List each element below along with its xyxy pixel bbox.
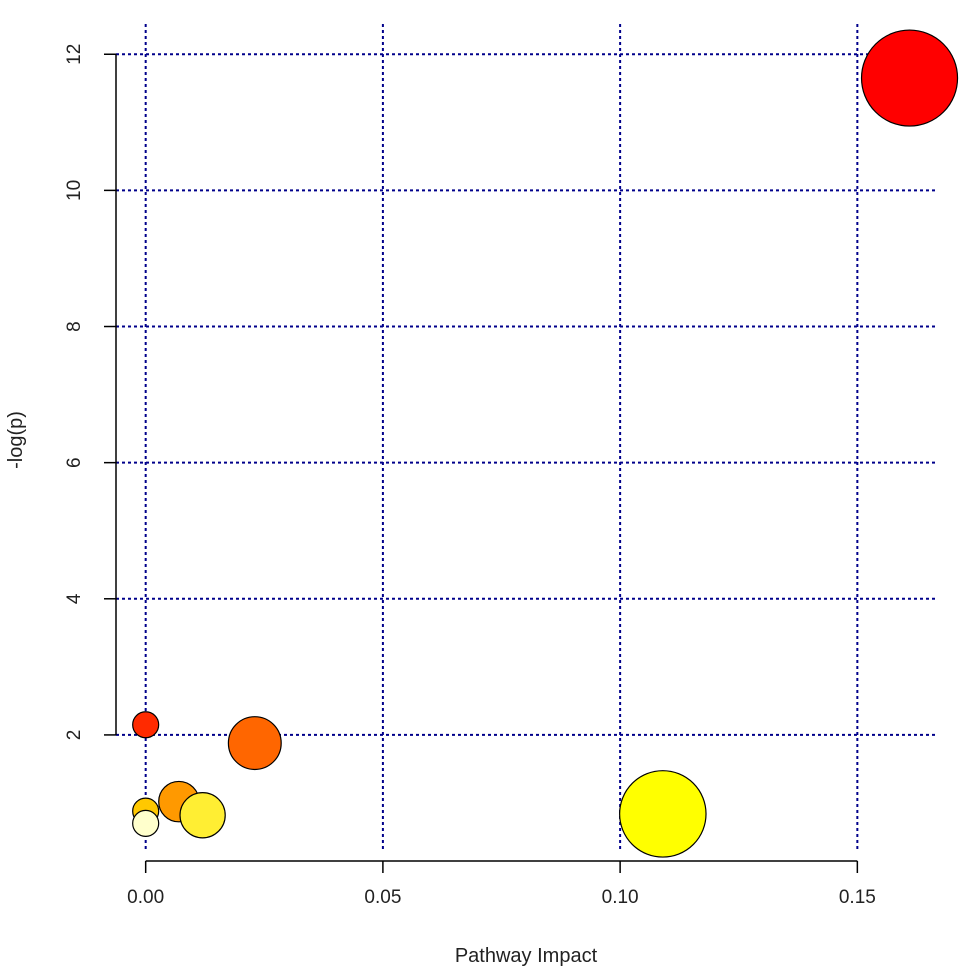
- data-point: [227, 716, 282, 771]
- data-point: [179, 792, 226, 839]
- y-axis-title: -log(p): [5, 411, 27, 469]
- y-tick-label: 6: [64, 457, 85, 468]
- y-tick-label: 10: [64, 180, 85, 201]
- data-point: [132, 711, 160, 739]
- x-axis-title: Pathway Impact: [455, 945, 598, 967]
- y-tick-label: 12: [64, 44, 85, 65]
- axes: 2 4 6 8 10 12 0.00 0.05 0.10 0.15: [64, 44, 876, 908]
- data-points: [132, 29, 959, 858]
- y-tick-label: 8: [64, 321, 85, 332]
- y-tick-label: 4: [64, 593, 85, 604]
- x-tick-label: 0.15: [839, 887, 876, 908]
- data-point: [860, 29, 959, 127]
- y-tick-label: 2: [64, 730, 85, 741]
- x-tick-label: 0.00: [127, 887, 164, 908]
- x-tick-label: 0.10: [602, 887, 639, 908]
- grid-lines: [116, 24, 938, 852]
- data-point: [619, 770, 707, 858]
- x-tick-label: 0.05: [364, 887, 401, 908]
- data-point: [132, 809, 160, 838]
